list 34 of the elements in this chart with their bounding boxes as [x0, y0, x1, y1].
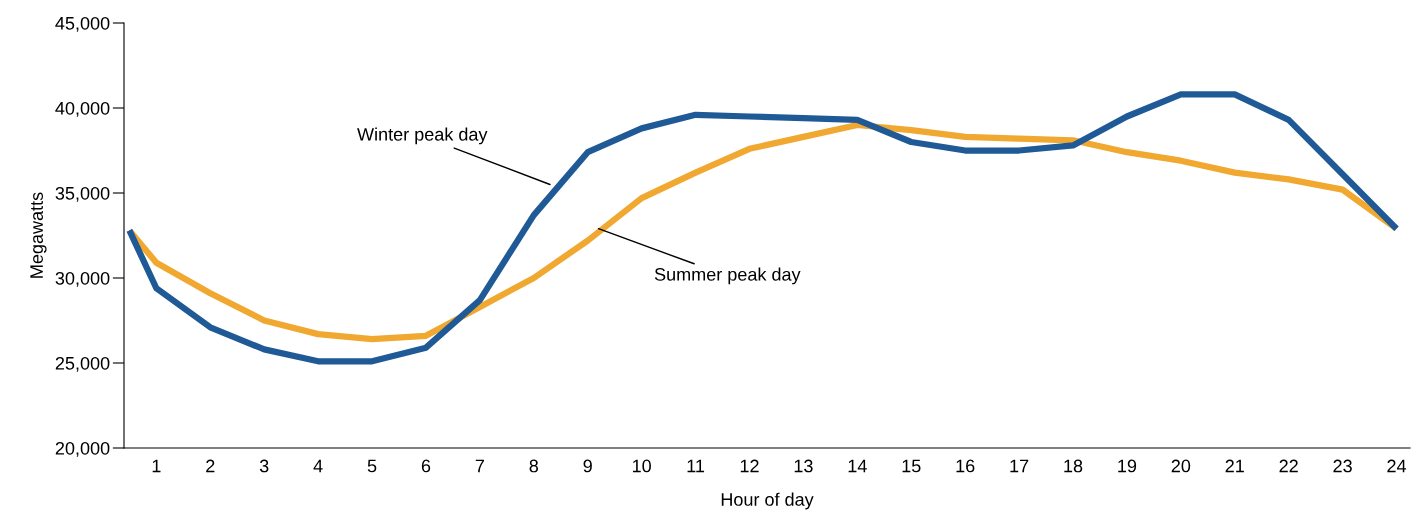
x-tick-label: 20: [1171, 459, 1191, 473]
y-tick-label: 25,000: [55, 356, 110, 372]
x-tick-label: 17: [1010, 459, 1029, 473]
y-tick-label: 40,000: [55, 101, 110, 117]
y-tick-label: 45,000: [55, 16, 110, 32]
x-tick-label: 11: [687, 459, 705, 473]
x-axis-title: Hour of day: [721, 492, 814, 510]
x-tick-label: 16: [956, 459, 975, 473]
x-tick-label: 10: [632, 459, 651, 473]
annotation: Summer peak day: [654, 267, 801, 285]
x-tick-label: 6: [421, 459, 431, 473]
x-tick-label: 23: [1333, 459, 1352, 473]
x-tick-label: 19: [1118, 459, 1137, 473]
x-tick-label: 22: [1279, 459, 1298, 473]
x-tick-label: 4: [313, 459, 323, 473]
x-tick-label: 2: [206, 459, 215, 473]
y-axis-title: Megawatts: [30, 192, 47, 278]
y-tick-label: 35,000: [55, 186, 110, 202]
x-tick-label: 13: [794, 459, 813, 473]
x-tick-label: 1: [152, 459, 161, 473]
x-tick-label: 18: [1064, 459, 1083, 473]
x-tick-label: 14: [848, 459, 867, 473]
x-tick-label: 8: [529, 459, 539, 473]
annotation: Winter peak day: [357, 127, 488, 145]
x-tick-label: 5: [367, 459, 377, 473]
x-tick-label: 21: [1225, 459, 1244, 473]
x-tick-label: 12: [740, 459, 759, 473]
y-tick-label: 30,000: [55, 271, 110, 287]
x-tick-label: 7: [475, 459, 484, 473]
y-tick-label: 20,000: [55, 441, 110, 457]
x-tick-label: 9: [583, 459, 592, 473]
x-tick-label: 3: [259, 459, 269, 473]
x-tick-label: 24: [1387, 459, 1407, 473]
x-tick-label: 15: [902, 459, 921, 473]
